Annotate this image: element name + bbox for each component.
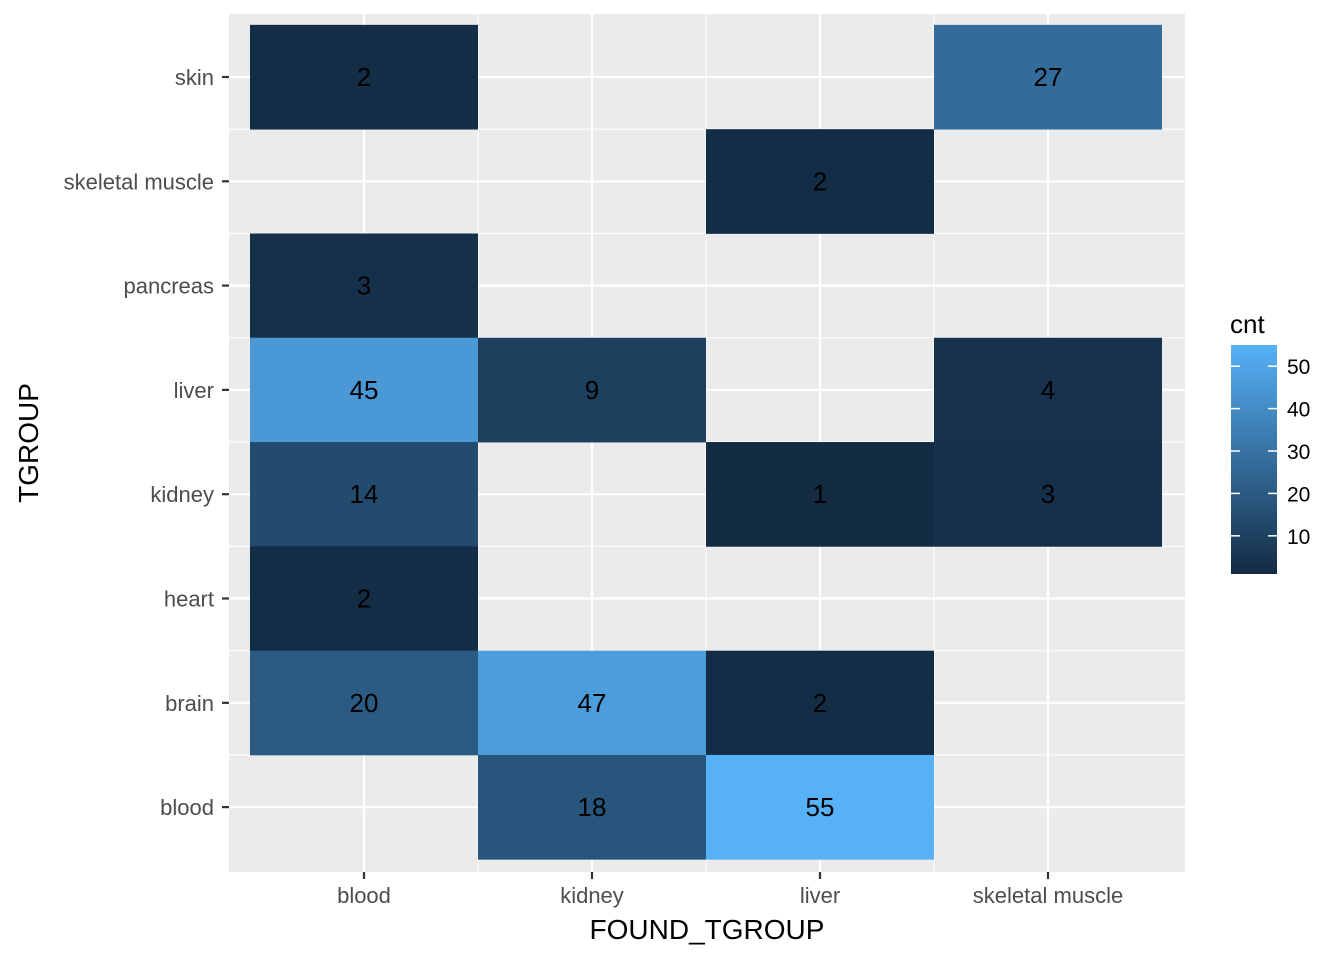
cell-value-label: 20 xyxy=(350,688,379,718)
cell-value-label: 2 xyxy=(813,688,827,718)
heatmap-cell xyxy=(250,24,478,130)
cell-value-label: 9 xyxy=(585,375,599,405)
cell-value-labels: 2 27 2 3 45 9 4 14 1 3 2 20 47 2 18 55 xyxy=(350,62,1063,822)
legend-tick-label: 10 xyxy=(1287,526,1310,549)
y-tick-label: liver xyxy=(174,378,214,403)
heatmap-cell xyxy=(250,650,478,756)
heatmap-cell xyxy=(250,442,478,547)
cell-value-label: 2 xyxy=(813,166,827,196)
heatmap-cell xyxy=(706,754,934,860)
cell-value-label: 1 xyxy=(813,479,827,509)
heatmap-cell xyxy=(478,650,706,756)
y-tick-label: skeletal muscle xyxy=(64,169,214,194)
legend-tick-label: 50 xyxy=(1287,356,1310,379)
cell-value-label: 4 xyxy=(1041,375,1055,405)
cell-value-label: 27 xyxy=(1034,62,1063,92)
cell-value-label: 3 xyxy=(357,271,371,301)
legend-tick-label: 20 xyxy=(1287,483,1310,506)
x-tick-label: kidney xyxy=(560,883,624,908)
legend-title: cnt xyxy=(1230,309,1265,339)
heatmap-cell xyxy=(250,233,478,339)
heatmap-cell xyxy=(706,650,934,756)
legend-tick-label: 30 xyxy=(1287,441,1310,464)
legend-colorbar xyxy=(1231,345,1277,574)
x-tick-label: blood xyxy=(337,883,391,908)
color-legend: cnt 10 20 30 40 50 xyxy=(1230,309,1310,574)
x-axis-title: FOUND_TGROUP xyxy=(590,914,825,945)
y-tick-label: skin xyxy=(175,65,214,90)
cell-value-label: 2 xyxy=(357,62,371,92)
x-tick-label: skeletal muscle xyxy=(973,883,1123,908)
cell-value-label: 14 xyxy=(350,479,379,509)
heatmap-cell xyxy=(478,754,706,860)
y-tick-label: pancreas xyxy=(123,274,214,299)
legend-tick-label: 40 xyxy=(1287,399,1310,422)
heatmap-cell xyxy=(250,337,478,443)
cell-value-label: 2 xyxy=(357,584,371,614)
cell-value-label: 55 xyxy=(806,792,835,822)
x-tick-label: liver xyxy=(800,883,840,908)
y-tick-label: blood xyxy=(160,795,214,820)
cell-value-label: 45 xyxy=(350,375,379,405)
heatmap-cell xyxy=(478,337,706,443)
y-axis-title: TGROUP xyxy=(13,383,44,503)
cell-value-label: 18 xyxy=(578,792,607,822)
heatmap-cell xyxy=(706,129,934,234)
heatmap-cell xyxy=(706,442,934,547)
y-tick-label: heart xyxy=(164,587,214,612)
heatmap-cells xyxy=(250,24,1162,860)
heatmap-cell xyxy=(934,337,1162,443)
y-tick-label: brain xyxy=(165,691,214,716)
y-axis: blood brain heart kidney liver pancreas skelet… xyxy=(64,65,229,820)
x-axis: blood kidney liver skeletal muscle xyxy=(337,872,1123,908)
y-tick-label: kidney xyxy=(150,482,214,507)
heatmap-cell xyxy=(934,24,1162,130)
heatmap-cell xyxy=(934,442,1162,547)
cell-value-label: 47 xyxy=(578,688,607,718)
cell-value-label: 3 xyxy=(1041,479,1055,509)
heatmap-cell xyxy=(250,546,478,652)
